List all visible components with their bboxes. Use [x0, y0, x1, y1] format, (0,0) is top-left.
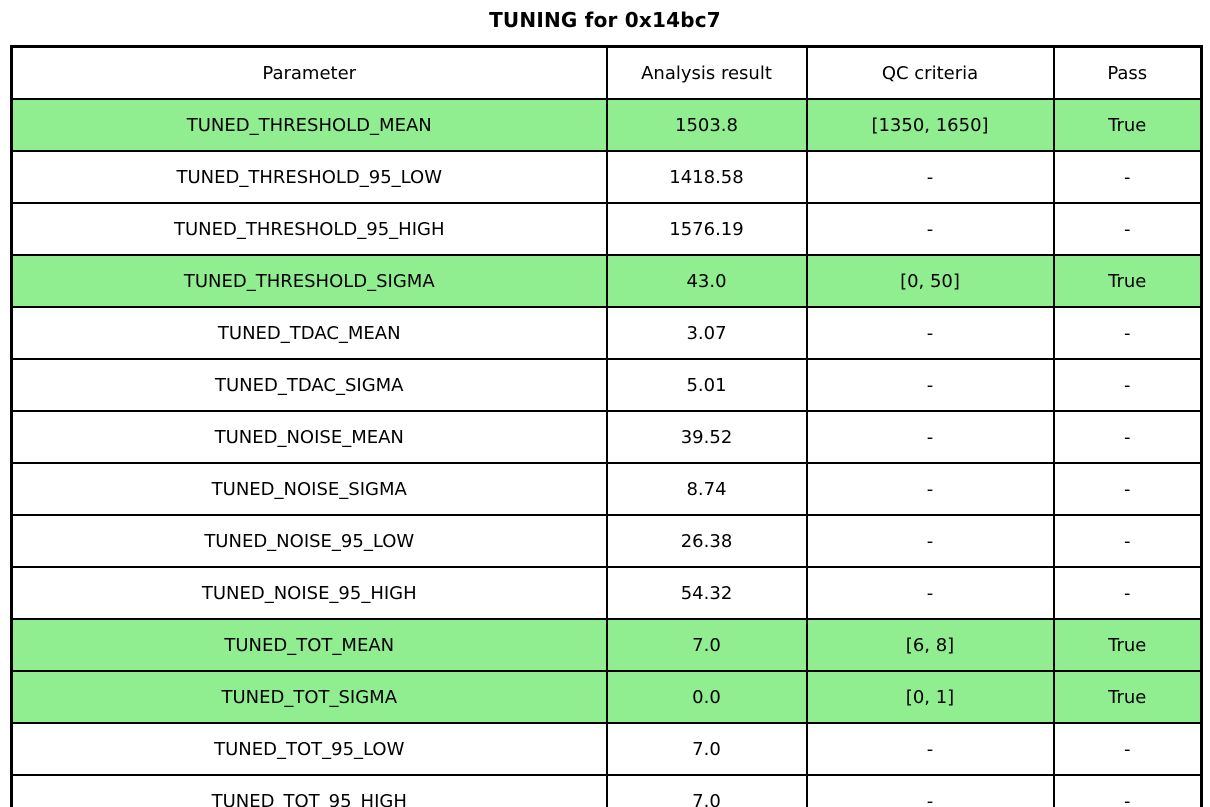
table-row: TUNED_NOISE_MEAN 39.52 - -: [10, 410, 1203, 464]
param-cell: TUNED_THRESHOLD_95_LOW: [10, 150, 608, 204]
pass-cell: -: [1052, 202, 1203, 256]
result-cell: 3.07: [605, 306, 808, 360]
table-row: TUNED_NOISE_95_HIGH 54.32 - -: [10, 566, 1203, 620]
qc-cell: -: [805, 774, 1055, 807]
param-cell: TUNED_NOISE_SIGMA: [10, 462, 608, 516]
param-cell: TUNED_TDAC_SIGMA: [10, 358, 608, 412]
table-row: TUNED_TOT_95_LOW 7.0 - -: [10, 722, 1203, 776]
table-row: TUNED_THRESHOLD_SIGMA 43.0 [0, 50] True: [10, 254, 1203, 308]
result-cell: 8.74: [605, 462, 808, 516]
table-row: TUNED_NOISE_95_LOW 26.38 - -: [10, 514, 1203, 568]
pass-cell: -: [1052, 774, 1203, 807]
qc-cell: -: [805, 722, 1055, 776]
qc-cell: [1350, 1650]: [805, 98, 1055, 152]
param-cell: TUNED_THRESHOLD_MEAN: [10, 98, 608, 152]
pass-cell: True: [1052, 670, 1203, 724]
pass-cell: -: [1052, 358, 1203, 412]
table-row: TUNED_TOT_SIGMA 0.0 [0, 1] True: [10, 670, 1203, 724]
pass-cell: -: [1052, 462, 1203, 516]
result-cell: 7.0: [605, 774, 808, 807]
page-title: TUNING for 0x14bc7: [489, 8, 721, 32]
param-cell: TUNED_NOISE_MEAN: [10, 410, 608, 464]
result-cell: 5.01: [605, 358, 808, 412]
qc-cell: -: [805, 462, 1055, 516]
param-cell: TUNED_THRESHOLD_SIGMA: [10, 254, 608, 308]
column-header-analysis-result: Analysis result: [605, 45, 808, 100]
pass-cell: -: [1052, 514, 1203, 568]
table-row: TUNED_TDAC_MEAN 3.07 - -: [10, 306, 1203, 360]
pass-cell: True: [1052, 254, 1203, 308]
qc-cell: -: [805, 150, 1055, 204]
result-cell: 1503.8: [605, 98, 808, 152]
table-row: TUNED_THRESHOLD_MEAN 1503.8 [1350, 1650]…: [10, 98, 1203, 152]
param-cell: TUNED_TOT_95_LOW: [10, 722, 608, 776]
qc-cell: -: [805, 410, 1055, 464]
qc-cell: -: [805, 514, 1055, 568]
param-cell: TUNED_TOT_SIGMA: [10, 670, 608, 724]
qc-cell: [0, 50]: [805, 254, 1055, 308]
result-cell: 39.52: [605, 410, 808, 464]
result-cell: 1576.19: [605, 202, 808, 256]
param-cell: TUNED_TDAC_MEAN: [10, 306, 608, 360]
result-cell: 0.0: [605, 670, 808, 724]
qc-results-table: Parameter Analysis result QC criteria Pa…: [10, 45, 1203, 807]
table-row: TUNED_THRESHOLD_95_HIGH 1576.19 - -: [10, 202, 1203, 256]
qc-cell: -: [805, 306, 1055, 360]
table-row: TUNED_TDAC_SIGMA 5.01 - -: [10, 358, 1203, 412]
param-cell: TUNED_NOISE_95_HIGH: [10, 566, 608, 620]
table-row: TUNED_TOT_MEAN 7.0 [6, 8] True: [10, 618, 1203, 672]
param-cell: TUNED_TOT_MEAN: [10, 618, 608, 672]
table-row: TUNED_THRESHOLD_95_LOW 1418.58 - -: [10, 150, 1203, 204]
result-cell: 54.32: [605, 566, 808, 620]
param-cell: TUNED_TOT_95_HIGH: [10, 774, 608, 807]
qc-cell: [6, 8]: [805, 618, 1055, 672]
pass-cell: -: [1052, 566, 1203, 620]
pass-cell: -: [1052, 306, 1203, 360]
result-cell: 7.0: [605, 618, 808, 672]
param-cell: TUNED_NOISE_95_LOW: [10, 514, 608, 568]
result-cell: 7.0: [605, 722, 808, 776]
pass-cell: -: [1052, 150, 1203, 204]
pass-cell: -: [1052, 722, 1203, 776]
qc-cell: -: [805, 358, 1055, 412]
column-header-qc-criteria: QC criteria: [805, 45, 1055, 100]
result-cell: 43.0: [605, 254, 808, 308]
column-header-parameter: Parameter: [10, 45, 608, 100]
param-cell: TUNED_THRESHOLD_95_HIGH: [10, 202, 608, 256]
table-row: TUNED_TOT_95_HIGH 7.0 - -: [10, 774, 1203, 807]
qc-cell: -: [805, 202, 1055, 256]
pass-cell: -: [1052, 410, 1203, 464]
qc-cell: [0, 1]: [805, 670, 1055, 724]
table-header-row: Parameter Analysis result QC criteria Pa…: [10, 45, 1203, 100]
qc-cell: -: [805, 566, 1055, 620]
pass-cell: True: [1052, 618, 1203, 672]
column-header-pass: Pass: [1052, 45, 1203, 100]
result-cell: 1418.58: [605, 150, 808, 204]
pass-cell: True: [1052, 98, 1203, 152]
result-cell: 26.38: [605, 514, 808, 568]
table-row: TUNED_NOISE_SIGMA 8.74 - -: [10, 462, 1203, 516]
